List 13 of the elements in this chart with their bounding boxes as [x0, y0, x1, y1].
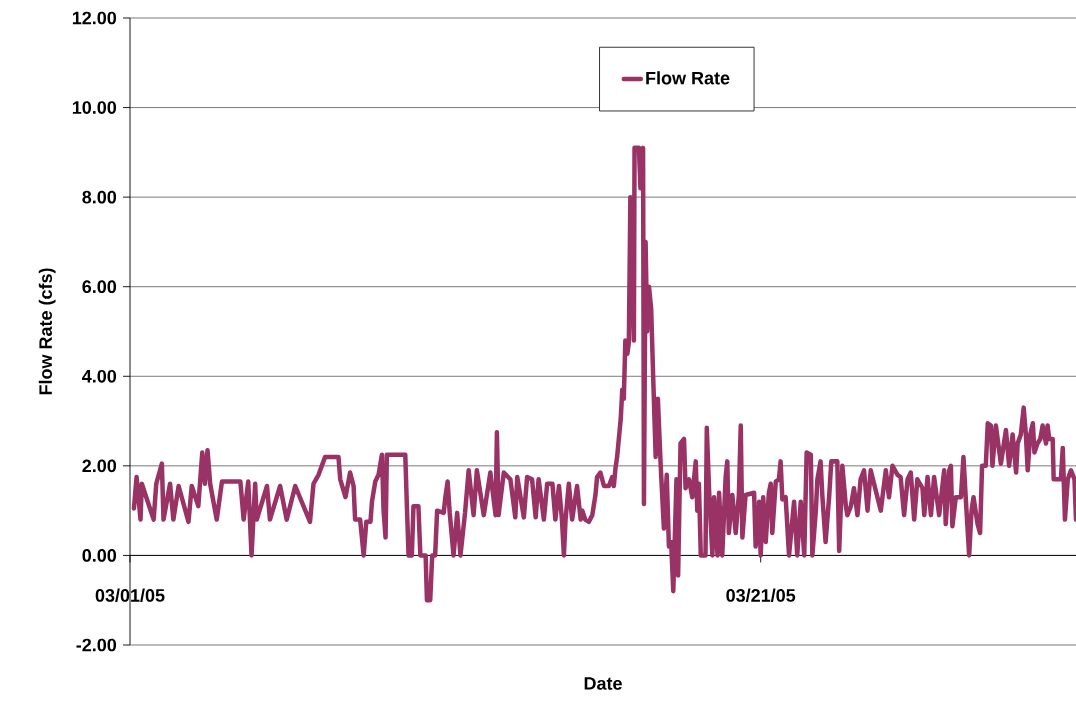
y-tick-label: 6.00	[82, 280, 117, 294]
x-tick-label: 03/01/05	[95, 588, 165, 603]
y-tick-label: -2.00	[76, 638, 117, 652]
y-tick-label: 4.00	[82, 369, 117, 383]
y-tick-label: 0.00	[82, 549, 117, 562]
legend-label: Flow Rate	[646, 71, 730, 85]
y-tick-label: 8.00	[82, 190, 117, 204]
y-tick-label: 12.00	[72, 11, 117, 25]
y-tick-label: 10.00	[72, 101, 117, 114]
y-tick-label: 2.00	[82, 459, 117, 473]
x-tick-label: 03/21/05	[726, 588, 796, 603]
y-axis-title: Flow Rate (cfs)	[38, 268, 56, 395]
x-axis-title: Date	[584, 677, 622, 690]
